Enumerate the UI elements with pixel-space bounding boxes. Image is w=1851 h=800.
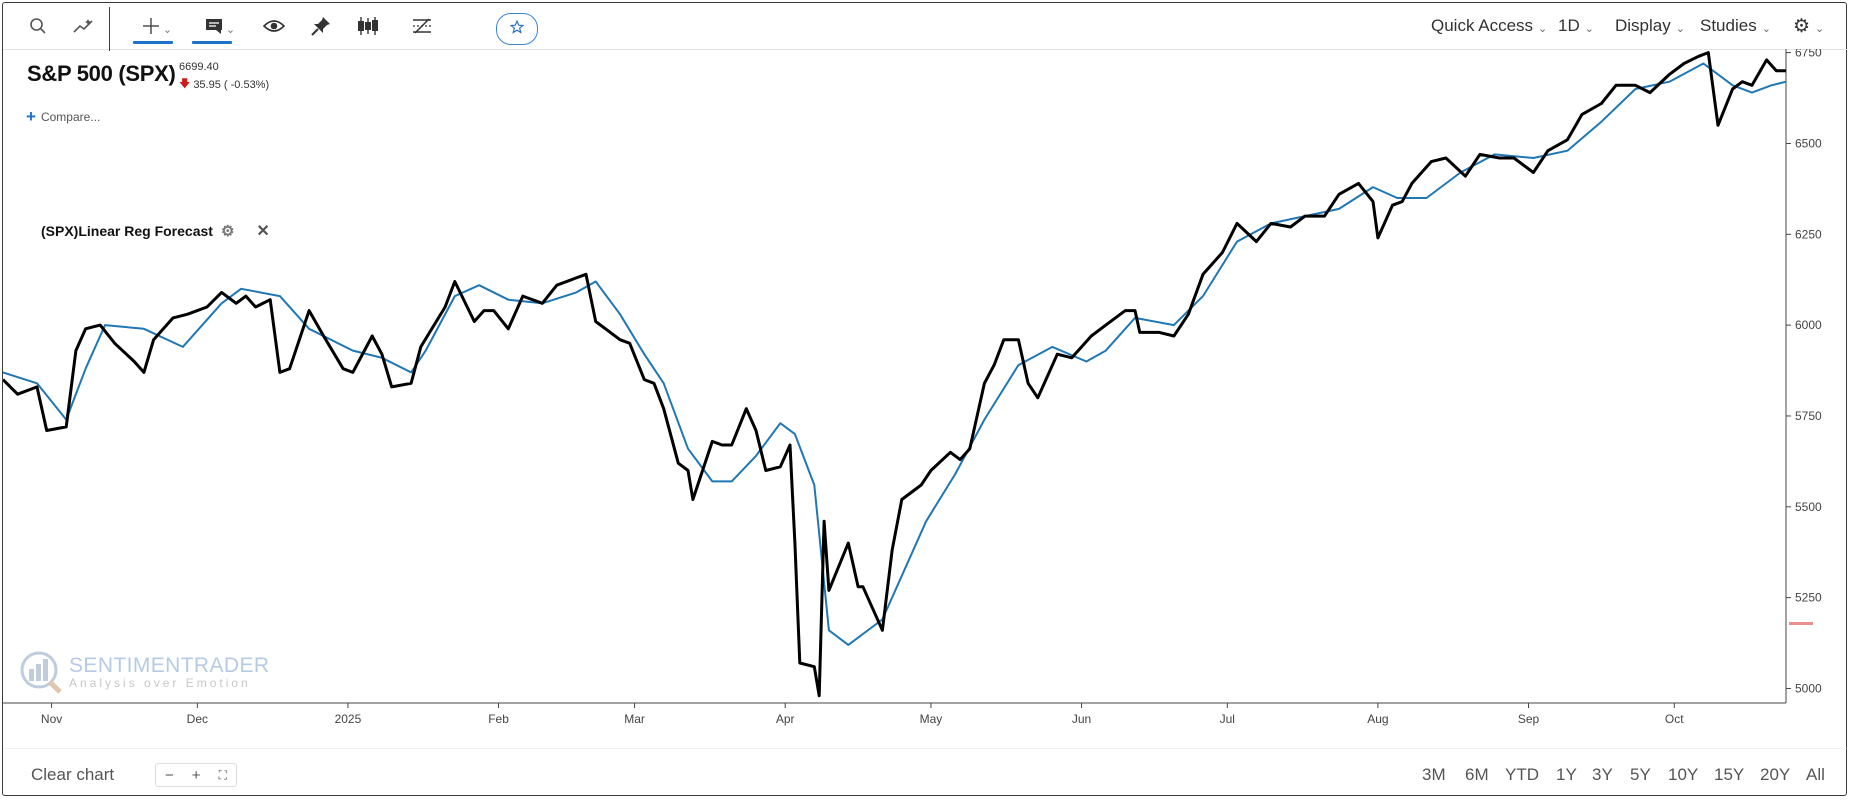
compare-label: Compare...	[40, 110, 101, 124]
change-text: 35.95 ( -0.53%)	[193, 78, 270, 91]
x-tick-label: Oct	[1665, 712, 1684, 726]
y-tick-label: 5750	[1795, 409, 1822, 423]
compare-button[interactable]: + Compare...	[26, 107, 101, 126]
studies-menu[interactable]: Studies ⌄	[1700, 11, 1771, 41]
range-3m[interactable]: 3M	[1422, 765, 1446, 784]
zoom-controls: − + ⛶	[155, 763, 237, 787]
range-1y[interactable]: 1Y	[1556, 765, 1577, 784]
eye-icon[interactable]	[259, 9, 289, 43]
sentimentrader-logo-icon	[20, 651, 62, 694]
compare-lines-icon[interactable]	[407, 9, 437, 43]
range-all[interactable]: All	[1806, 765, 1825, 784]
range-3y[interactable]: 3Y	[1592, 765, 1613, 784]
series-group	[3, 51, 1787, 698]
x-tick-label: May	[920, 712, 943, 726]
settings-button[interactable]: ⚙ ⌄	[1793, 11, 1824, 41]
annotation-icon	[205, 18, 223, 34]
range-15y[interactable]: 15Y	[1714, 765, 1745, 784]
y-tick-label: 5500	[1795, 500, 1822, 514]
plus-icon: +	[26, 107, 36, 126]
chevron-down-icon: ⌄	[162, 23, 173, 36]
search-icon[interactable]	[23, 9, 53, 43]
range-10y[interactable]: 10Y	[1668, 765, 1699, 784]
display-label: Display	[1615, 16, 1671, 35]
toolbar: ⌄ ⌄ Quick Access ⌄ 1D ⌄	[3, 3, 1848, 51]
forecast-series-line	[3, 62, 1787, 646]
watermark-brand: SENTIMENTRADER	[69, 654, 270, 677]
x-tick-label: Aug	[1367, 712, 1388, 726]
x-tick-label: Jun	[1072, 712, 1091, 726]
range-6m[interactable]: 6M	[1465, 765, 1489, 784]
clear-chart-button[interactable]: Clear chart	[31, 765, 115, 784]
y-tick-label: 6000	[1795, 318, 1822, 332]
range-5y[interactable]: 5Y	[1630, 765, 1651, 784]
x-tick-label: Nov	[41, 712, 62, 726]
arrow-down-icon: 🡇	[179, 78, 191, 90]
y-tick-label: 5250	[1795, 591, 1822, 605]
close-icon[interactable]: ✕	[256, 223, 270, 240]
x-tick-label: Feb	[488, 712, 509, 726]
gear-icon[interactable]: ⚙	[220, 223, 235, 240]
symbol-change: 🡇 35.95 ( -0.53%)	[179, 75, 269, 94]
study-name: (SPX)Linear Reg Forecast	[41, 223, 213, 239]
symbol-title: S&P 500 (SPX)	[27, 61, 176, 86]
watermark: SENTIMENTRADER Analysis over Emotion	[17, 650, 269, 694]
annotation-tool-button[interactable]: ⌄	[192, 9, 241, 44]
studies-label: Studies	[1700, 16, 1757, 35]
zoom-out-icon[interactable]: −	[165, 766, 174, 784]
x-tick-label: Dec	[187, 712, 208, 726]
crosshair-tool-button[interactable]: ⌄	[131, 9, 183, 44]
range-ytd[interactable]: YTD	[1505, 765, 1539, 784]
star-icon	[509, 19, 525, 39]
x-tick-label: Sep	[1518, 712, 1540, 726]
active-tool-indicator	[192, 41, 232, 44]
chevron-down-icon: ⌄	[225, 23, 236, 36]
interval-label: 1D	[1558, 16, 1580, 35]
price-series-line	[3, 51, 1786, 698]
x-tick-label: Apr	[776, 712, 795, 726]
indicator-icon[interactable]	[69, 9, 99, 43]
chevron-down-icon: ⌄	[1761, 22, 1771, 35]
interval-menu[interactable]: 1D ⌄	[1558, 11, 1594, 41]
pin-icon[interactable]	[306, 9, 336, 43]
chevron-down-icon: ⌄	[1675, 22, 1685, 35]
toolbar-divider	[109, 7, 110, 51]
watermark-tagline: Analysis over Emotion	[69, 676, 251, 690]
y-tick-label: 6750	[1795, 49, 1822, 60]
range-20y[interactable]: 20Y	[1760, 765, 1791, 784]
x-tick-label: Jul	[1220, 712, 1235, 726]
x-tick-label: 2025	[335, 712, 362, 726]
favorite-button[interactable]	[496, 13, 538, 45]
price-chart[interactable]: 5000 5250 5500 5750 6000 6250 6500 6750 Nov Dec 2…	[3, 49, 1848, 749]
bottom-bar: Clear chart − + ⛶ 3M 6M YTD 1Y 3Y 5Y 10Y…	[3, 751, 1848, 799]
candles-icon[interactable]	[353, 9, 383, 43]
fit-screen-icon[interactable]: ⛶	[218, 767, 227, 782]
time-axis: Nov Dec 2025 Feb Mar Apr May Jun Jul Aug Sep Oct	[41, 703, 1684, 726]
active-tool-indicator	[133, 41, 173, 44]
x-tick-label: Mar	[624, 712, 645, 726]
study-legend: (SPX)Linear Reg Forecast ⚙ ✕	[41, 221, 270, 241]
price-axis: 5000 5250 5500 5750 6000 6250 6500 6750	[1786, 49, 1822, 695]
chevron-down-icon: ⌄	[1815, 22, 1825, 35]
crosshair-icon	[142, 17, 160, 35]
quick-access-label: Quick Access	[1431, 16, 1534, 35]
y-tick-label: 6500	[1795, 136, 1822, 150]
quick-access-menu[interactable]: Quick Access ⌄	[1431, 11, 1547, 41]
y-tick-label: 5000	[1795, 681, 1822, 695]
chevron-down-icon: ⌄	[1584, 22, 1594, 35]
chevron-down-icon: ⌄	[1538, 22, 1548, 35]
y-tick-label: 6250	[1795, 227, 1822, 241]
symbol-price: 6699.40	[179, 61, 219, 73]
gear-icon: ⚙	[1793, 15, 1811, 37]
price-marker	[1789, 622, 1813, 625]
zoom-in-icon[interactable]: +	[191, 766, 201, 784]
display-menu[interactable]: Display ⌄	[1615, 11, 1685, 41]
